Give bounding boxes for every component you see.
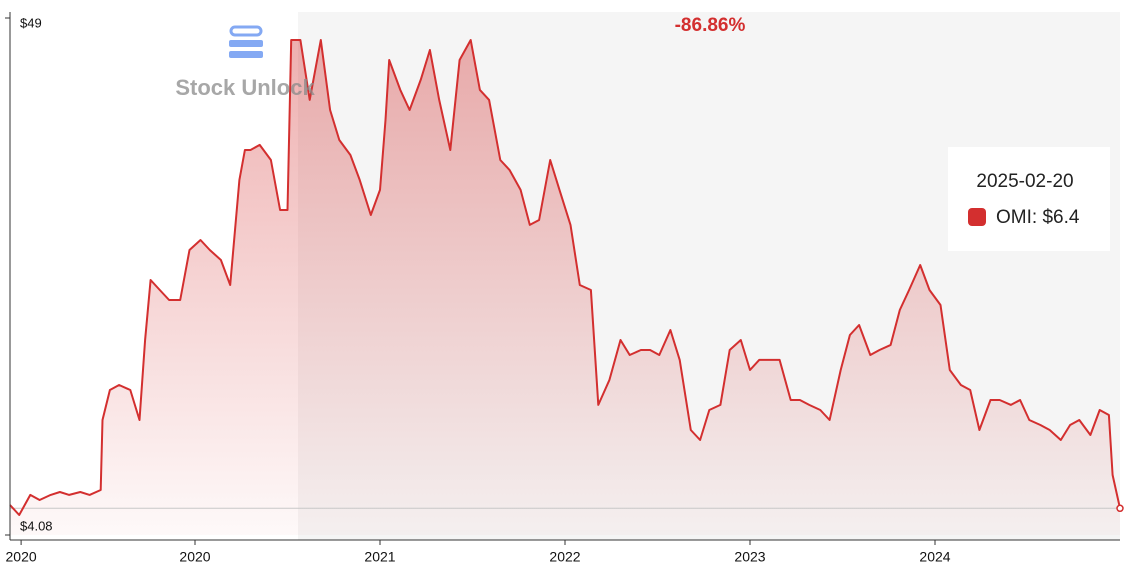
- x-tick-label: 2020: [179, 549, 210, 565]
- x-tick-label: 2023: [734, 549, 765, 565]
- watermark-text: Stock Unlock: [175, 75, 315, 100]
- tooltip-date: 2025-02-20: [976, 171, 1073, 192]
- x-tick-label: 2020: [6, 549, 37, 565]
- watermark-icon: [229, 25, 263, 37]
- y-tick-label: $49: [20, 15, 42, 30]
- tooltip: 2025-02-20 OMI: $6.4: [948, 147, 1110, 251]
- area: [10, 40, 1120, 535]
- y-tick-label: $4.08: [20, 518, 53, 533]
- plot: [9, 39, 1124, 535]
- tooltip-box: [948, 147, 1110, 251]
- x-tick-label: 2021: [364, 549, 395, 565]
- watermark-icon: [229, 51, 263, 58]
- tooltip-swatch: [968, 208, 986, 226]
- watermark: Stock Unlock: [175, 25, 315, 100]
- x-tick-label: 2022: [549, 549, 580, 565]
- change-annotation: -86.86%: [675, 15, 746, 36]
- price-line: [9, 39, 1121, 516]
- x-tick-label: 2024: [919, 549, 950, 565]
- last-point: [1116, 504, 1124, 513]
- tooltip-value: OMI: $6.4: [996, 207, 1080, 228]
- watermark-icon: [229, 40, 263, 47]
